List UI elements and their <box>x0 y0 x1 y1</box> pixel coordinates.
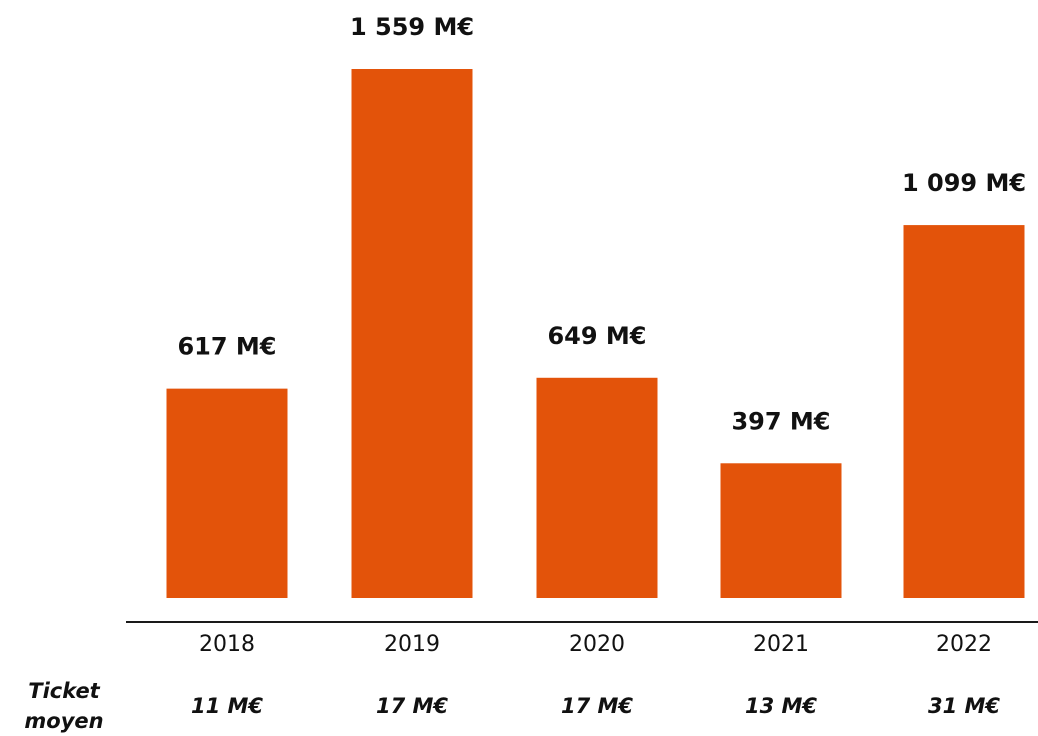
x-tick-label-2021: 2021 <box>753 632 809 657</box>
x-tick-label-2019: 2019 <box>384 632 440 657</box>
ticket-moyen-value-2018: 11 M€ <box>191 694 263 718</box>
value-label-2021: 397 M€ <box>731 407 830 435</box>
ticket-moyen-value-2020: 17 M€ <box>561 694 633 718</box>
ticket-moyen-label-line1: Ticket <box>28 679 100 703</box>
value-labels-group: 617 M€ 1 559 M€ 649 M€ 397 M€ 1 099 M€ <box>177 13 1026 435</box>
x-tick-label-2022: 2022 <box>936 632 992 657</box>
ticket-moyen-value-2022: 31 M€ <box>928 694 1000 718</box>
ticket-moyen-label: Ticket moyen <box>14 676 114 736</box>
ticket-moyen-label-line2: moyen <box>24 709 104 733</box>
bars-group <box>166 69 1025 599</box>
x-tick-labels-group: 2018 2019 2020 2021 2022 <box>199 632 992 657</box>
value-label-2022: 1 099 M€ <box>902 169 1026 197</box>
bar-2021 <box>720 463 842 598</box>
bar-2019 <box>351 69 473 598</box>
bar-2018 <box>166 388 288 598</box>
value-label-2019: 1 559 M€ <box>350 13 474 41</box>
x-tick-label-2020: 2020 <box>569 632 625 657</box>
bar-2022 <box>903 225 1025 599</box>
value-label-2018: 617 M€ <box>177 333 276 361</box>
x-tick-label-2018: 2018 <box>199 632 255 657</box>
ticket-moyen-value-2019: 17 M€ <box>376 694 448 718</box>
ticket-moyen-value-2021: 13 M€ <box>745 694 817 718</box>
bar-2020 <box>536 377 658 598</box>
value-label-2020: 649 M€ <box>547 322 646 350</box>
ticket-moyen-values-group: 11 M€ 17 M€ 17 M€ 13 M€ 31 M€ <box>191 694 1000 718</box>
